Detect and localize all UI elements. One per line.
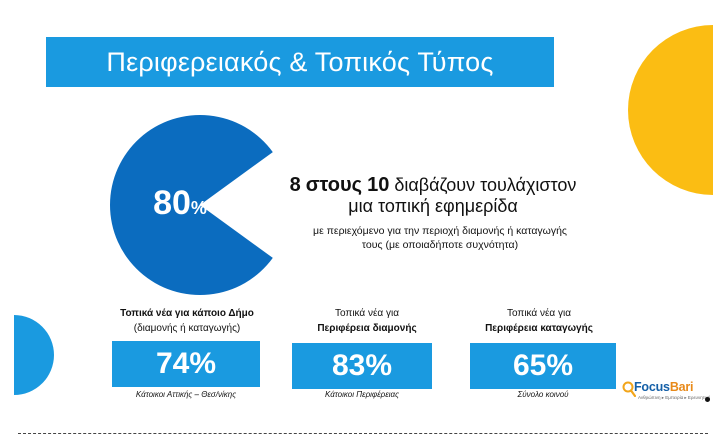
- pie-slice-main: [110, 114, 273, 295]
- stat-caption-2-line2: Περιφέρεια διαμονής: [317, 323, 417, 334]
- stat-source-3: Σύνολο κοινού: [517, 390, 569, 399]
- headline-text-b: διαβάζουν τουλάχιστον: [394, 175, 577, 195]
- pie-value: 80: [153, 184, 191, 222]
- logo-name: FocusBari: [634, 380, 694, 394]
- stat-box-1: 74%: [112, 341, 260, 387]
- headline-number-b: 10: [367, 174, 390, 196]
- stat-source-2: Κάτοικοι Περιφέρειας: [325, 390, 399, 399]
- logo-name-a: Focus: [634, 380, 670, 394]
- subline-line2: τους (με οποιαδήποτε συχνότητα): [361, 239, 519, 251]
- headline-text-a: στους: [305, 174, 363, 196]
- dashed-divider: [18, 433, 708, 434]
- yellow-half-circle: [628, 25, 713, 195]
- stat-caption-1: Τοπικά νέα για κάποιο Δήμο (διαμονής ή κ…: [92, 306, 282, 336]
- stat-caption-3-line1: Τοπικά νέα για: [506, 308, 571, 319]
- page-title: Περιφερειακός & Τοπικός Τύπος: [46, 37, 554, 87]
- stat-box-2: 83%: [292, 343, 432, 389]
- logo-name-b: Bari: [669, 380, 694, 394]
- stat-caption-2: Τοπικά νέα για Περιφέρεια διαμονής: [272, 306, 462, 336]
- stat-caption-1-line2: (διαμονής ή καταγωγής): [133, 323, 241, 334]
- pie-value-label: 80%: [142, 183, 218, 228]
- corner-dot: [705, 397, 710, 402]
- stat-source-1: Κάτοικοι Αττικής – Θεσ/νίκης: [135, 390, 237, 399]
- headline-line2: μια τοπική εφημερίδα: [348, 196, 518, 216]
- magnifier-icon: [622, 381, 636, 397]
- stat-caption-3: Τοπικά νέα για Περιφέρεια καταγωγής: [444, 306, 634, 336]
- blue-half-circle: [14, 315, 54, 395]
- subline-line1: με περιεχόμενο για την περιοχή διαμονής …: [313, 225, 567, 237]
- stat-box-3: 65%: [470, 343, 616, 389]
- stat-caption-3-line2: Περιφέρεια καταγωγής: [485, 323, 593, 334]
- headline: 8 στους 10 διαβάζουν τουλάχιστον μια τοπ…: [268, 175, 598, 217]
- logo-tagline: Ανθρώπινη ▸ Εμπειρία ▸ Ερευνητική: [638, 395, 711, 400]
- pie-unit: %: [190, 198, 207, 218]
- stat-caption-2-line1: Τοπικά νέα για: [334, 308, 399, 319]
- subline: με περιεχόμενο για την περιοχή διαμονής …: [288, 224, 592, 252]
- stat-caption-1-line1: Τοπικά νέα για κάποιο Δήμο: [120, 308, 254, 319]
- headline-number-a: 8: [289, 174, 301, 196]
- pie-chart: [110, 114, 273, 295]
- focusbari-logo: FocusBari Ανθρώπινη ▸ Εμπειρία ▸ Ερευνητ…: [622, 380, 712, 406]
